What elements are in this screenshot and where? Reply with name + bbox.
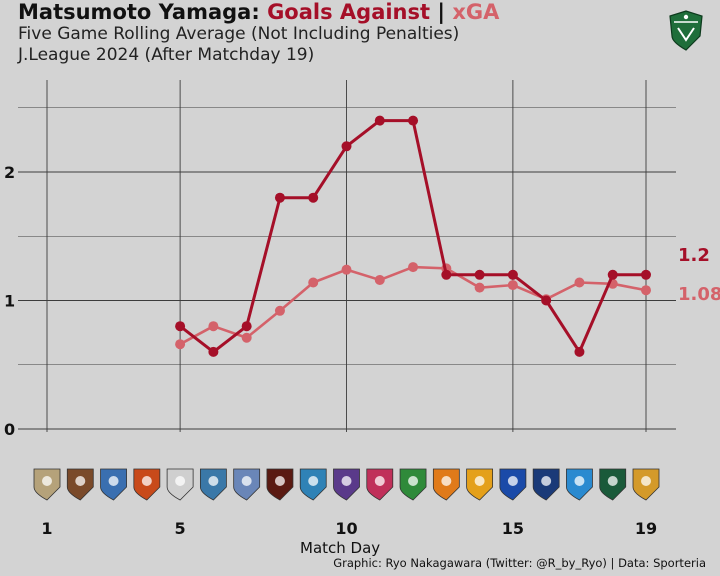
opponent-crest-18-icon <box>599 468 627 501</box>
opponent-crests <box>33 468 660 501</box>
goals-against-point <box>641 269 651 280</box>
end-labels: 1.2 1.08 <box>678 245 720 305</box>
opponent-crest-3-icon <box>100 468 127 501</box>
crest-emblem <box>175 476 186 486</box>
xga-point <box>374 274 385 285</box>
chart-title: Matsumoto Yamaga: Goals Against | xGA <box>18 0 658 24</box>
xga-point <box>208 321 219 332</box>
xga-point <box>175 339 186 350</box>
xga-point <box>574 277 585 288</box>
y-tick-label: 0 <box>4 420 15 439</box>
opponent-crest-10-icon <box>333 468 360 501</box>
goals-against-point <box>208 346 219 357</box>
goals-against-point <box>474 269 485 280</box>
opponent-crest-12-icon <box>399 468 427 501</box>
goals-against-point <box>374 115 385 126</box>
goals-against-point <box>175 321 186 332</box>
opponent-crest-8-icon <box>266 468 294 501</box>
y-tick-label: 2 <box>4 163 15 182</box>
goals-against-point <box>408 115 419 126</box>
xga-end-label: 1.08 <box>678 284 720 305</box>
xga-point <box>408 262 419 273</box>
opponent-crest-1-icon <box>33 468 61 501</box>
chart-subtitle-1: Five Game Rolling Average (Not Including… <box>18 24 460 44</box>
opponent-crest-13-icon <box>432 468 460 501</box>
goals-against-point <box>607 269 618 280</box>
grid-layer <box>18 80 676 432</box>
crest-emblem <box>607 476 618 486</box>
crest-emblem <box>374 476 385 486</box>
crest-emblem <box>507 476 518 486</box>
title-goals-against: Goals Against <box>267 0 431 24</box>
series-layer <box>175 115 651 357</box>
crest-emblem <box>408 476 419 486</box>
crest-emblem <box>574 476 585 486</box>
crest-emblem <box>641 476 651 486</box>
goals-against-point <box>308 192 319 203</box>
opponent-crest-16-icon <box>532 468 560 501</box>
chart-caption: Graphic: Ryo Nakagawara (Twitter: @R_by_… <box>333 556 706 570</box>
team-crest-icon <box>669 10 703 51</box>
crest-emblem <box>308 476 319 486</box>
title-xga: xGA <box>452 0 500 24</box>
opponent-crest-2-icon <box>66 468 94 501</box>
opponent-crest-4-icon <box>133 468 161 501</box>
opponent-crest-14-icon <box>466 468 494 501</box>
opponent-crest-6-icon <box>199 468 227 501</box>
chart-subtitle-2: J.League 2024 (After Matchday 19) <box>18 45 315 65</box>
x-tick-label: 10 <box>335 519 357 538</box>
opponent-crest-15-icon <box>499 468 527 501</box>
crest-emblem <box>208 476 219 486</box>
x-tick-label: 5 <box>175 519 186 538</box>
xga-point <box>507 280 518 291</box>
crest-emblem <box>42 476 52 486</box>
crest-emblem <box>474 476 485 486</box>
xga-point <box>241 332 252 343</box>
goals-against-point <box>541 295 552 306</box>
title-separator: | <box>437 0 446 24</box>
goals-against-point <box>441 269 452 280</box>
crest-emblem <box>341 476 352 486</box>
opponent-crest-19-icon <box>632 468 660 501</box>
goals-against-point <box>241 321 252 332</box>
title-team: Matsumoto Yamaga: <box>18 0 260 24</box>
xga-point <box>641 285 651 296</box>
opponent-crest-11-icon <box>366 468 394 501</box>
xga-point <box>308 277 319 288</box>
x-tick-label: 19 <box>635 519 657 538</box>
xga-point <box>341 264 352 275</box>
crest-emblem <box>241 476 252 486</box>
y-tick-label: 1 <box>4 292 15 311</box>
goals-against-point <box>274 192 285 203</box>
xga-point <box>474 282 485 293</box>
goals-against-point <box>341 141 352 152</box>
crest-emblem <box>75 476 86 486</box>
crest-emblem <box>274 476 285 486</box>
goals-against-point <box>507 269 518 280</box>
goals-against-end-label: 1.2 <box>678 245 710 266</box>
goals-against-point <box>574 346 585 357</box>
crest-emblem <box>108 476 119 486</box>
x-tick-label: 15 <box>502 519 524 538</box>
crest-emblem <box>541 476 552 486</box>
opponent-crest-9-icon <box>299 468 327 501</box>
opponent-crest-5-icon <box>166 468 194 501</box>
xga-point <box>274 305 285 316</box>
crest-emblem <box>141 476 152 486</box>
opponent-crest-7-icon <box>233 468 261 501</box>
xga-line <box>178 265 648 346</box>
chart-header: Matsumoto Yamaga: Goals Against | xGA Fi… <box>18 0 658 66</box>
x-axis-label: Match Day <box>300 539 381 557</box>
x-tick-label: 1 <box>41 519 52 538</box>
opponent-crest-17-icon <box>566 468 593 501</box>
crest-emblem <box>441 476 452 486</box>
